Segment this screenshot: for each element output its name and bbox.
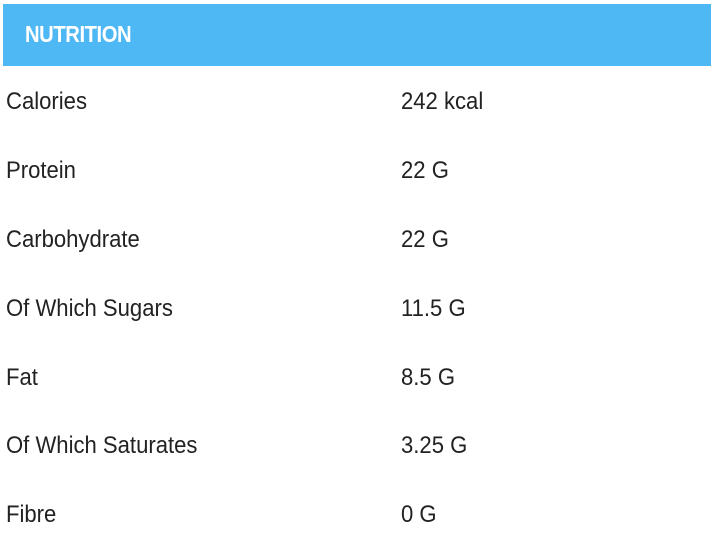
table-row: Calories 242 kcal [0,88,714,128]
row-value: 22 G [401,157,449,184]
row-label: Fibre [6,501,57,528]
row-value: 3.25 G [401,432,468,459]
table-row: Fibre 0 G [0,501,714,541]
row-label: Calories [6,88,87,115]
row-label: Of Which Sugars [6,295,173,322]
row-label: Carbohydrate [6,226,140,253]
row-value: 22 G [401,226,449,253]
row-label: Of Which Saturates [6,432,198,459]
header-title: NUTRITION [25,21,132,47]
table-row: Of Which Saturates 3.25 G [0,432,714,472]
table-row: Of Which Sugars 11.5 G [0,295,714,335]
row-value: 11.5 G [401,295,466,322]
table-row: Fat 8.5 G [0,364,714,404]
row-value: 8.5 G [401,364,456,391]
row-value: 0 G [401,501,437,528]
row-label: Fat [6,364,38,391]
row-value: 242 kcal [401,88,484,115]
table-row: Protein 22 G [0,157,714,197]
row-label: Protein [6,157,76,184]
nutrition-header: NUTRITION [3,4,711,66]
table-row: Carbohydrate 22 G [0,226,714,266]
